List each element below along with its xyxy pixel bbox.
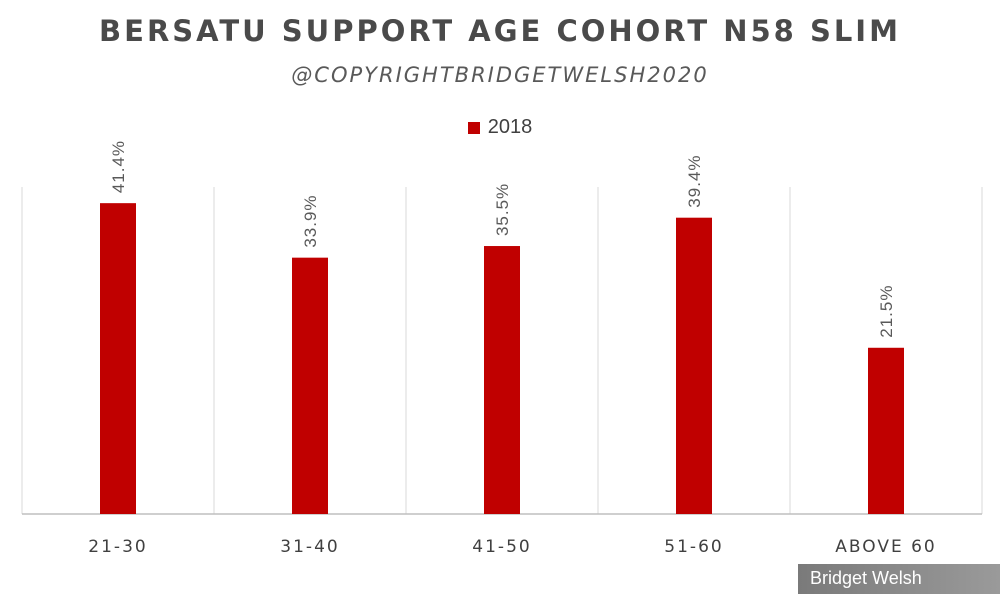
x-tick-label: 31-40 [280,537,339,557]
data-label: 41.4% [109,140,128,193]
chart-title: BERSATU SUPPORT AGE COHORT N58 SLIM [99,14,901,48]
data-label: 21.5% [877,285,896,338]
chart-subtitle: @COPYRIGHTBRIDGETWELSH2020 [291,63,709,87]
data-label: 33.9% [301,194,320,247]
bar [868,347,904,514]
data-label: 35.5% [493,183,512,236]
bar [484,246,520,515]
x-tick-label: ABOVE 60 [835,537,936,557]
legend: 2018 [0,116,1000,139]
bar [676,217,712,514]
data-label: 39.4% [685,154,704,207]
x-tick-label: 21-30 [88,537,147,557]
bar [100,203,136,514]
x-tick-label: 41-50 [472,537,531,557]
legend-label: 2018 [487,116,533,138]
legend-swatch [467,121,480,134]
x-tick-label: 51-60 [664,537,723,557]
watermark: Bridget Welsh [798,564,1000,594]
bar [292,257,328,514]
